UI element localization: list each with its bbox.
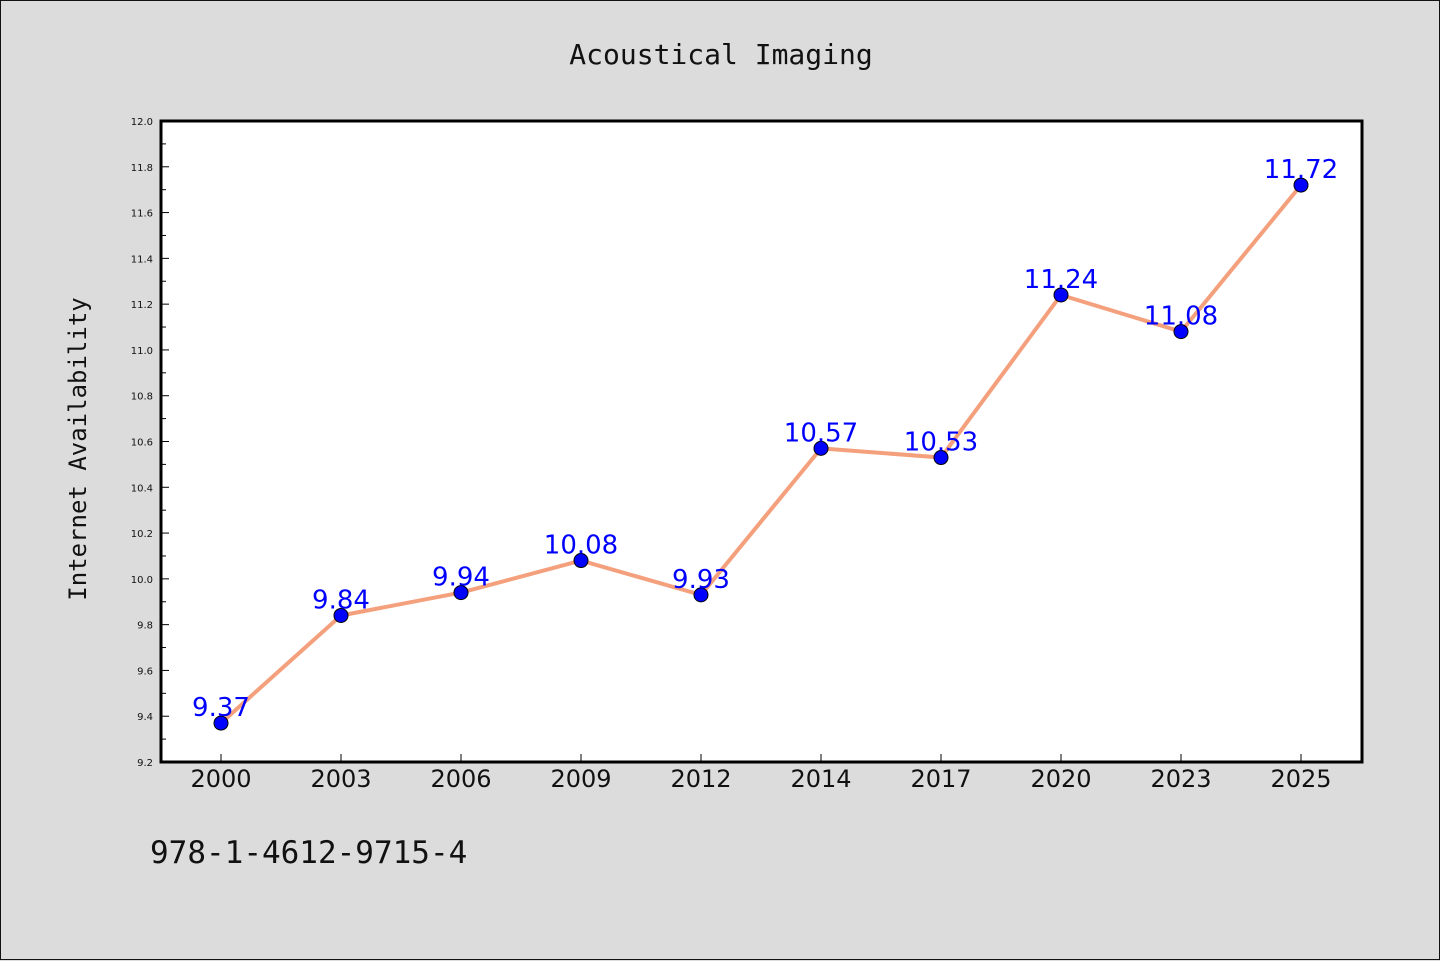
data-label: 11.24 <box>1024 265 1098 295</box>
y-tick-label: 10.4 <box>131 483 153 494</box>
data-point <box>933 450 949 466</box>
data-label: 9.84 <box>312 585 370 615</box>
data-point <box>1293 177 1309 193</box>
data-markers <box>213 177 1309 731</box>
y-tick-label: 10.2 <box>131 529 153 540</box>
y-tick-label: 10.6 <box>131 438 153 449</box>
chart-title: Acoustical Imaging <box>569 38 872 71</box>
series-line <box>219 183 1303 725</box>
y-tick-label: 9.8 <box>137 621 153 632</box>
y-tick-label: 11.4 <box>131 254 153 265</box>
data-label: 10.53 <box>904 428 978 458</box>
data-label: 9.94 <box>432 563 490 593</box>
x-axis-ticks: 2000 2003 2006 2009 2012 2014 2017 2020 2023 2025 <box>190 754 1332 793</box>
y-tick-label: 12.0 <box>131 117 153 128</box>
series-line-group <box>219 183 1303 725</box>
data-label: 9.37 <box>192 693 250 723</box>
x-tick-label: 2003 <box>310 765 371 793</box>
x-tick-label: 2014 <box>790 765 851 793</box>
data-label: 10.08 <box>544 531 618 561</box>
y-tick-label: 11.6 <box>131 209 153 220</box>
data-point <box>813 440 829 456</box>
y-tick-label: 11.2 <box>131 300 153 311</box>
y-axis-label: Internet Availability <box>64 297 92 600</box>
x-tick-label: 2025 <box>1270 765 1331 793</box>
x-tick-label: 2023 <box>1150 765 1211 793</box>
x-tick-label: 2017 <box>910 765 971 793</box>
y-axis-ticks: 9.2 9.4 9.6 9.8 10.0 10.2 10.4 10.6 10.8 11.0 11.2… <box>131 117 169 769</box>
data-labels: 9.37 9.84 9.94 10.08 9.93 10.57 10.53 11.24 11.0… <box>192 155 1338 723</box>
x-tick-label: 2012 <box>670 765 731 793</box>
y-tick-label: 11.8 <box>131 163 153 174</box>
data-label: 10.57 <box>784 418 858 448</box>
data-point <box>1053 287 1069 303</box>
y-tick-label: 11.0 <box>131 346 153 357</box>
x-tick-label: 2006 <box>430 765 491 793</box>
y-tick-label: 10.0 <box>131 575 153 586</box>
data-point <box>693 587 709 603</box>
y-tick-label: 10.8 <box>131 392 153 403</box>
x-tick-label: 2020 <box>1030 765 1091 793</box>
data-label: 11.08 <box>1144 302 1218 332</box>
data-point <box>453 585 469 601</box>
y-tick-label: 9.2 <box>137 758 153 769</box>
x-tick-label: 2000 <box>190 765 251 793</box>
data-point <box>213 715 229 731</box>
data-point <box>1173 324 1189 340</box>
y-tick-label: 9.6 <box>137 666 153 677</box>
data-point <box>573 553 589 569</box>
isbn-text: 978-1-4612-9715-4 <box>150 835 468 871</box>
plot-area <box>159 119 1364 764</box>
y-tick-label: 9.4 <box>137 712 153 723</box>
data-label: 9.93 <box>672 565 730 595</box>
data-point <box>333 607 349 623</box>
data-label: 11.72 <box>1264 155 1338 185</box>
x-tick-label: 2009 <box>550 765 611 793</box>
